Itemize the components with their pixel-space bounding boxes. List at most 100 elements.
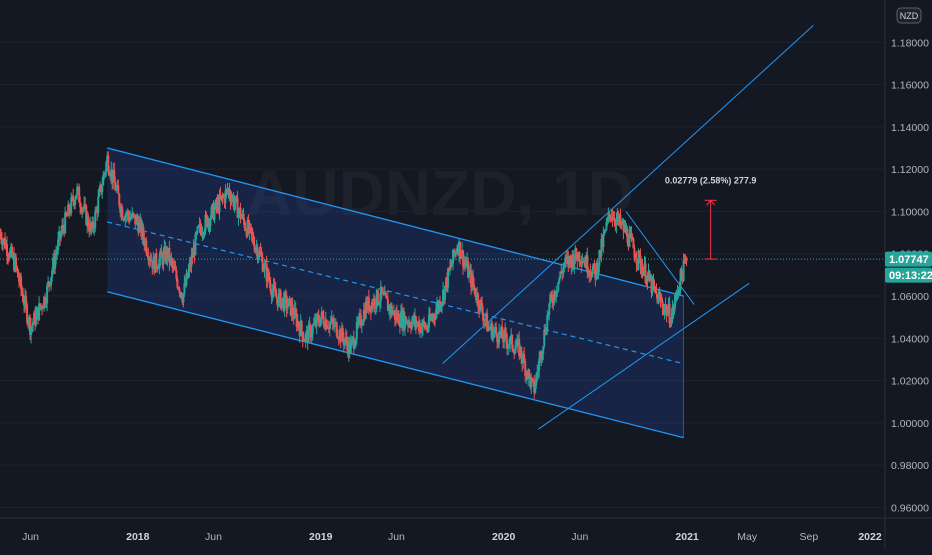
candle-body <box>558 278 561 283</box>
candle-body <box>450 265 453 267</box>
candle-body <box>595 263 598 280</box>
candle-body <box>387 305 390 311</box>
candle-body <box>32 323 35 326</box>
candle-body <box>83 204 86 209</box>
candle-body <box>563 263 566 268</box>
candle-body <box>341 327 344 338</box>
candle-body <box>674 293 677 304</box>
candle-body <box>134 214 137 225</box>
candle-body <box>345 336 348 344</box>
candle-body <box>355 321 358 340</box>
candle-body <box>234 196 237 204</box>
candle-body <box>339 329 342 342</box>
candle-body <box>628 233 631 247</box>
candle-body <box>585 255 588 268</box>
candle-body <box>524 361 527 376</box>
candle-body <box>489 328 492 330</box>
candle-body <box>196 226 199 234</box>
candle-body <box>465 263 468 267</box>
bar-countdown-bg <box>885 267 932 283</box>
candle-body <box>205 214 208 216</box>
candle-body <box>126 211 129 215</box>
candle-body <box>411 316 414 322</box>
candle-body <box>18 277 21 283</box>
candle-body <box>329 322 332 324</box>
candle-body <box>527 369 530 379</box>
candle-body <box>562 267 565 274</box>
candle-body <box>612 217 615 220</box>
candle-body <box>406 322 409 325</box>
candle-body <box>111 169 114 183</box>
candle-body <box>372 298 375 307</box>
candle-body <box>587 272 590 275</box>
candle-body <box>311 325 314 334</box>
candle-body <box>401 310 404 328</box>
candle-body <box>497 341 500 344</box>
candle-body <box>145 240 148 253</box>
candle-body <box>168 247 171 263</box>
candle-body <box>468 270 471 278</box>
candle-body <box>333 322 336 327</box>
candle-body <box>347 340 350 355</box>
candle-body <box>550 294 553 297</box>
candle-body <box>417 321 420 332</box>
candle-body <box>392 310 395 313</box>
candle-body <box>25 296 28 305</box>
candle-body <box>179 292 182 294</box>
x-tick-label: Jun <box>22 531 39 543</box>
candle-body <box>308 324 311 326</box>
candle-body <box>586 255 589 273</box>
candle-body <box>460 257 463 259</box>
candle-body <box>351 337 354 339</box>
candle-body <box>667 303 670 312</box>
y-tick-label: 0.98000 <box>891 460 929 472</box>
candle-body <box>90 222 93 230</box>
candle-body <box>588 271 591 275</box>
candle-body <box>425 326 428 331</box>
candle-body <box>120 207 123 213</box>
candle-body <box>85 205 88 225</box>
candle-body <box>525 371 528 376</box>
candle-body <box>509 337 512 345</box>
candle-body <box>447 268 450 288</box>
candle-body <box>22 293 25 303</box>
candle-body <box>103 173 106 176</box>
currency-badge[interactable]: NZD <box>896 7 922 24</box>
candle-body <box>683 260 686 262</box>
candle-body <box>437 303 440 310</box>
candle-body <box>368 305 371 312</box>
candle-body <box>419 324 422 333</box>
candle-body <box>217 200 220 213</box>
candle-body <box>553 291 556 303</box>
candle-body <box>270 291 273 297</box>
candle-body <box>556 290 559 293</box>
candle-body <box>123 218 126 221</box>
candle-body <box>72 196 75 202</box>
candle-body <box>659 295 662 301</box>
candle-body <box>262 269 265 272</box>
candle-body <box>199 223 202 230</box>
candle-body <box>77 186 80 188</box>
candle-body <box>480 299 483 304</box>
candle-body <box>253 244 256 252</box>
candle-body <box>427 314 430 328</box>
candle-body <box>561 272 564 274</box>
candle-body <box>435 310 438 319</box>
price-range-tool[interactable]: 0.02779 (2.58%) 277.9 <box>665 175 757 260</box>
candle-body <box>658 294 661 296</box>
candle-body <box>354 339 357 346</box>
candle-body <box>647 270 650 276</box>
candle-body <box>580 261 583 265</box>
candle-body <box>604 229 607 232</box>
candle-body <box>675 292 678 294</box>
candle-body <box>520 346 523 359</box>
candle-body <box>102 175 105 186</box>
candle-body <box>440 305 443 309</box>
x-axis[interactable]: Jun 2018 Jun 2019 Jun 2020 Jun 2021 May Sep 2022 <box>0 517 932 543</box>
candle-body <box>299 321 302 336</box>
x-tick-label: May <box>737 531 758 543</box>
candle-body <box>283 293 286 311</box>
candle-body <box>216 200 219 208</box>
